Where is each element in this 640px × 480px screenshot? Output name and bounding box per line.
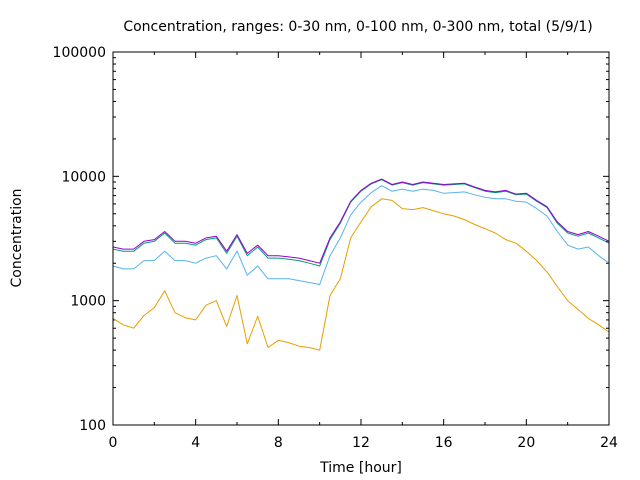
- x-tick-label: 0: [109, 435, 118, 451]
- x-tick-label: 16: [435, 435, 453, 451]
- y-axis-title: Concentration: [9, 188, 25, 287]
- y-tick-label: 100000: [53, 45, 106, 61]
- series-line-3: [112, 179, 610, 267]
- plot-frame: [112, 51, 610, 426]
- y-tick-label: 100: [79, 418, 106, 434]
- y-tick-label: 10000: [61, 169, 106, 185]
- axis-ticks: 0 4 8 12 16 20 24 100 1000 10000 100000: [53, 45, 618, 451]
- x-tick-label: 12: [352, 435, 370, 451]
- series-line-1: [112, 198, 610, 351]
- x-tick-label: 24: [600, 435, 618, 451]
- y-tick-label: 1000: [70, 294, 106, 310]
- chart-title: Concentration, ranges: 0-30 nm, 0-100 nm…: [123, 19, 592, 35]
- x-tick-label: 8: [274, 435, 283, 451]
- x-tick-label: 4: [191, 435, 200, 451]
- series-line-4: [112, 178, 610, 264]
- series-layer: [112, 178, 610, 351]
- x-axis-title: Time [hour]: [319, 460, 402, 476]
- x-tick-label: 20: [517, 435, 535, 451]
- series-line-2: [112, 185, 610, 285]
